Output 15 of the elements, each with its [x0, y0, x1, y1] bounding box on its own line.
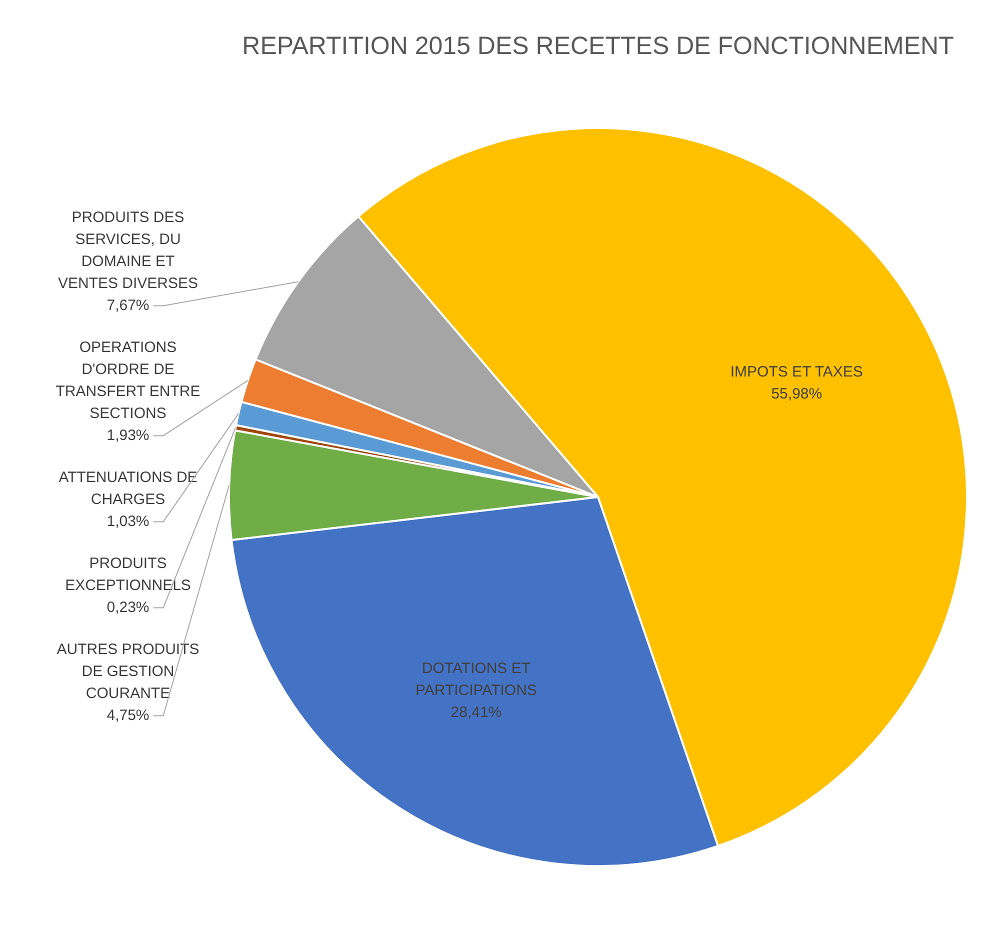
slice-label: AUTRES PRODUITS DE GESTION COURANTE	[56, 640, 200, 702]
slice-label: ATTENUATIONS DE CHARGES	[58, 468, 198, 508]
slice-label: PRODUITS EXCEPTIONNELS	[65, 554, 191, 594]
slice-label: DOTATIONS ET PARTICIPATIONS	[416, 660, 537, 699]
slice-label: PRODUITS DES SERVICES, DU DOMAINE ET VENTES DIVERSES	[58, 208, 198, 292]
chart-title: REPARTITION 2015 DES RECETTES DE FONCTIONNEMENT	[242, 32, 954, 60]
data-label: 28,41%	[450, 704, 502, 721]
data-label: 1,03%	[106, 512, 150, 530]
slice-label: OPERATIONS D'ORDRE DE TRANSFERT ENTRE SECTIONS	[56, 338, 200, 422]
data-label: 7,67%	[106, 296, 150, 314]
data-label: 0,23%	[106, 598, 150, 616]
data-label: 1,93%	[106, 426, 150, 444]
data-label: 55,98%	[771, 386, 822, 403]
slice-label: IMPOTS ET TAXES	[730, 364, 863, 381]
data-label: 4,75%	[106, 706, 150, 724]
